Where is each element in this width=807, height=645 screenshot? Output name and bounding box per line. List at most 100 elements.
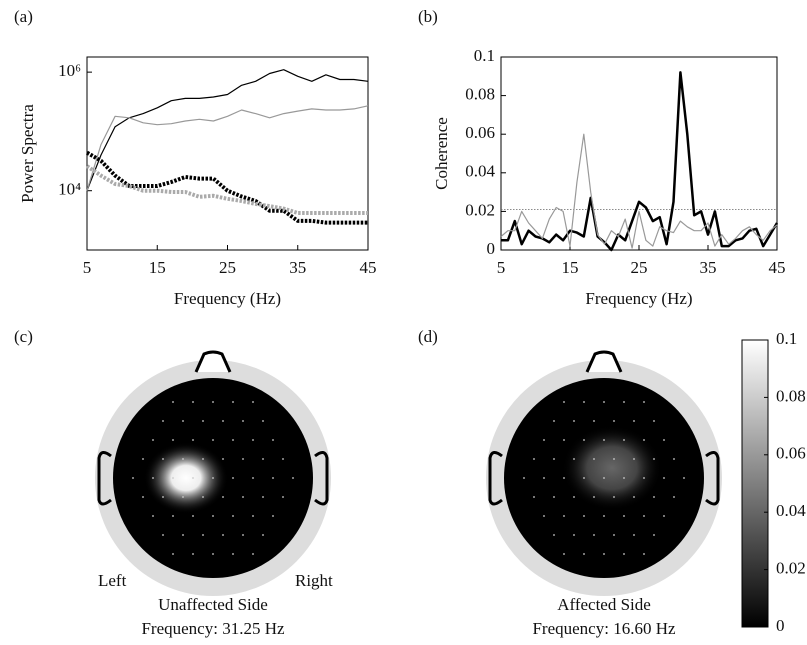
electrode [142,496,144,498]
x-tick-label: 35 [700,258,717,277]
electrode [553,420,555,422]
electrode [593,458,595,460]
electrode [282,496,284,498]
electrode [623,401,625,403]
electrode [573,420,575,422]
electrode [653,534,655,536]
electrode [573,496,575,498]
hotspot [562,425,662,511]
panel-label: (a) [14,7,33,26]
series-line [501,71,779,252]
electrode [232,515,234,517]
electrode [643,515,645,517]
electrode [653,458,655,460]
electrode [563,401,565,403]
electrode [222,534,224,536]
electrode [192,553,194,555]
electrode [613,458,615,460]
side-label: Right [295,571,333,590]
frequency: Frequency: 16.60 Hz [532,619,676,638]
electrode [252,515,254,517]
electrode [563,439,565,441]
electrode [563,553,565,555]
colorbar-tick-label: 0 [776,616,785,635]
electrode [543,477,545,479]
electrode [242,496,244,498]
electrode [232,401,234,403]
colorbar-tick-label: 0.1 [776,329,797,348]
electrode [613,420,615,422]
electrode [603,439,605,441]
electrode [192,515,194,517]
y-axis-title: Coherence [432,117,451,190]
ear [488,451,503,506]
electrode [623,439,625,441]
electrode [252,401,254,403]
x-tick-label: 15 [562,258,579,277]
colorbar-tick-label: 0.02 [776,559,806,578]
electrode [202,458,204,460]
electrode [152,477,154,479]
electrode [132,477,134,479]
x-axis-title: Frequency (Hz) [585,289,692,308]
x-tick-label: 5 [497,258,506,277]
electrode [262,496,264,498]
topoplot [95,350,331,596]
electrode [252,553,254,555]
electrode [192,477,194,479]
electrode [583,515,585,517]
x-tick-label: 5 [83,258,92,277]
y-tick-label: 0.06 [465,123,495,142]
y-tick-label: 0.02 [465,200,495,219]
series-line [86,105,369,191]
electrode [613,496,615,498]
electrode [533,496,535,498]
electrode [172,515,174,517]
electrode [643,439,645,441]
x-axis-title: Frequency (Hz) [174,289,281,308]
series-line [500,133,778,249]
electrode [162,420,164,422]
electrode [603,553,605,555]
electrode [523,477,525,479]
electrode [573,458,575,460]
electrode [663,515,665,517]
caption: Affected Side [557,595,651,614]
electrode [182,458,184,460]
y-tick-label: 0 [487,239,496,258]
electrode [252,439,254,441]
electrode [182,496,184,498]
nose [194,350,232,373]
y-tick-label: 0.08 [465,85,495,104]
colorbar-tick-label: 0.04 [776,501,806,520]
electrode [232,553,234,555]
electrode [152,439,154,441]
electrode [583,401,585,403]
panel-label: (d) [418,327,438,346]
electrode [593,420,595,422]
electrode [162,496,164,498]
electrode [152,515,154,517]
electrode [192,439,194,441]
hotspot [144,442,228,514]
electrode [172,401,174,403]
electrode [232,439,234,441]
y-tick-label: 10⁴ [58,180,81,199]
electrode [262,534,264,536]
frequency: Frequency: 31.25 Hz [141,619,285,638]
series-line [86,69,369,191]
electrode [643,401,645,403]
ear [705,451,720,506]
electrode [683,477,685,479]
electrode [673,458,675,460]
electrode [633,458,635,460]
electrode [272,439,274,441]
electrode [142,458,144,460]
electrode [623,553,625,555]
electrode [643,553,645,555]
electrode [623,515,625,517]
side-label: Left [98,571,127,590]
electrode [663,477,665,479]
panel-label: (c) [14,327,33,346]
electrode [593,496,595,498]
